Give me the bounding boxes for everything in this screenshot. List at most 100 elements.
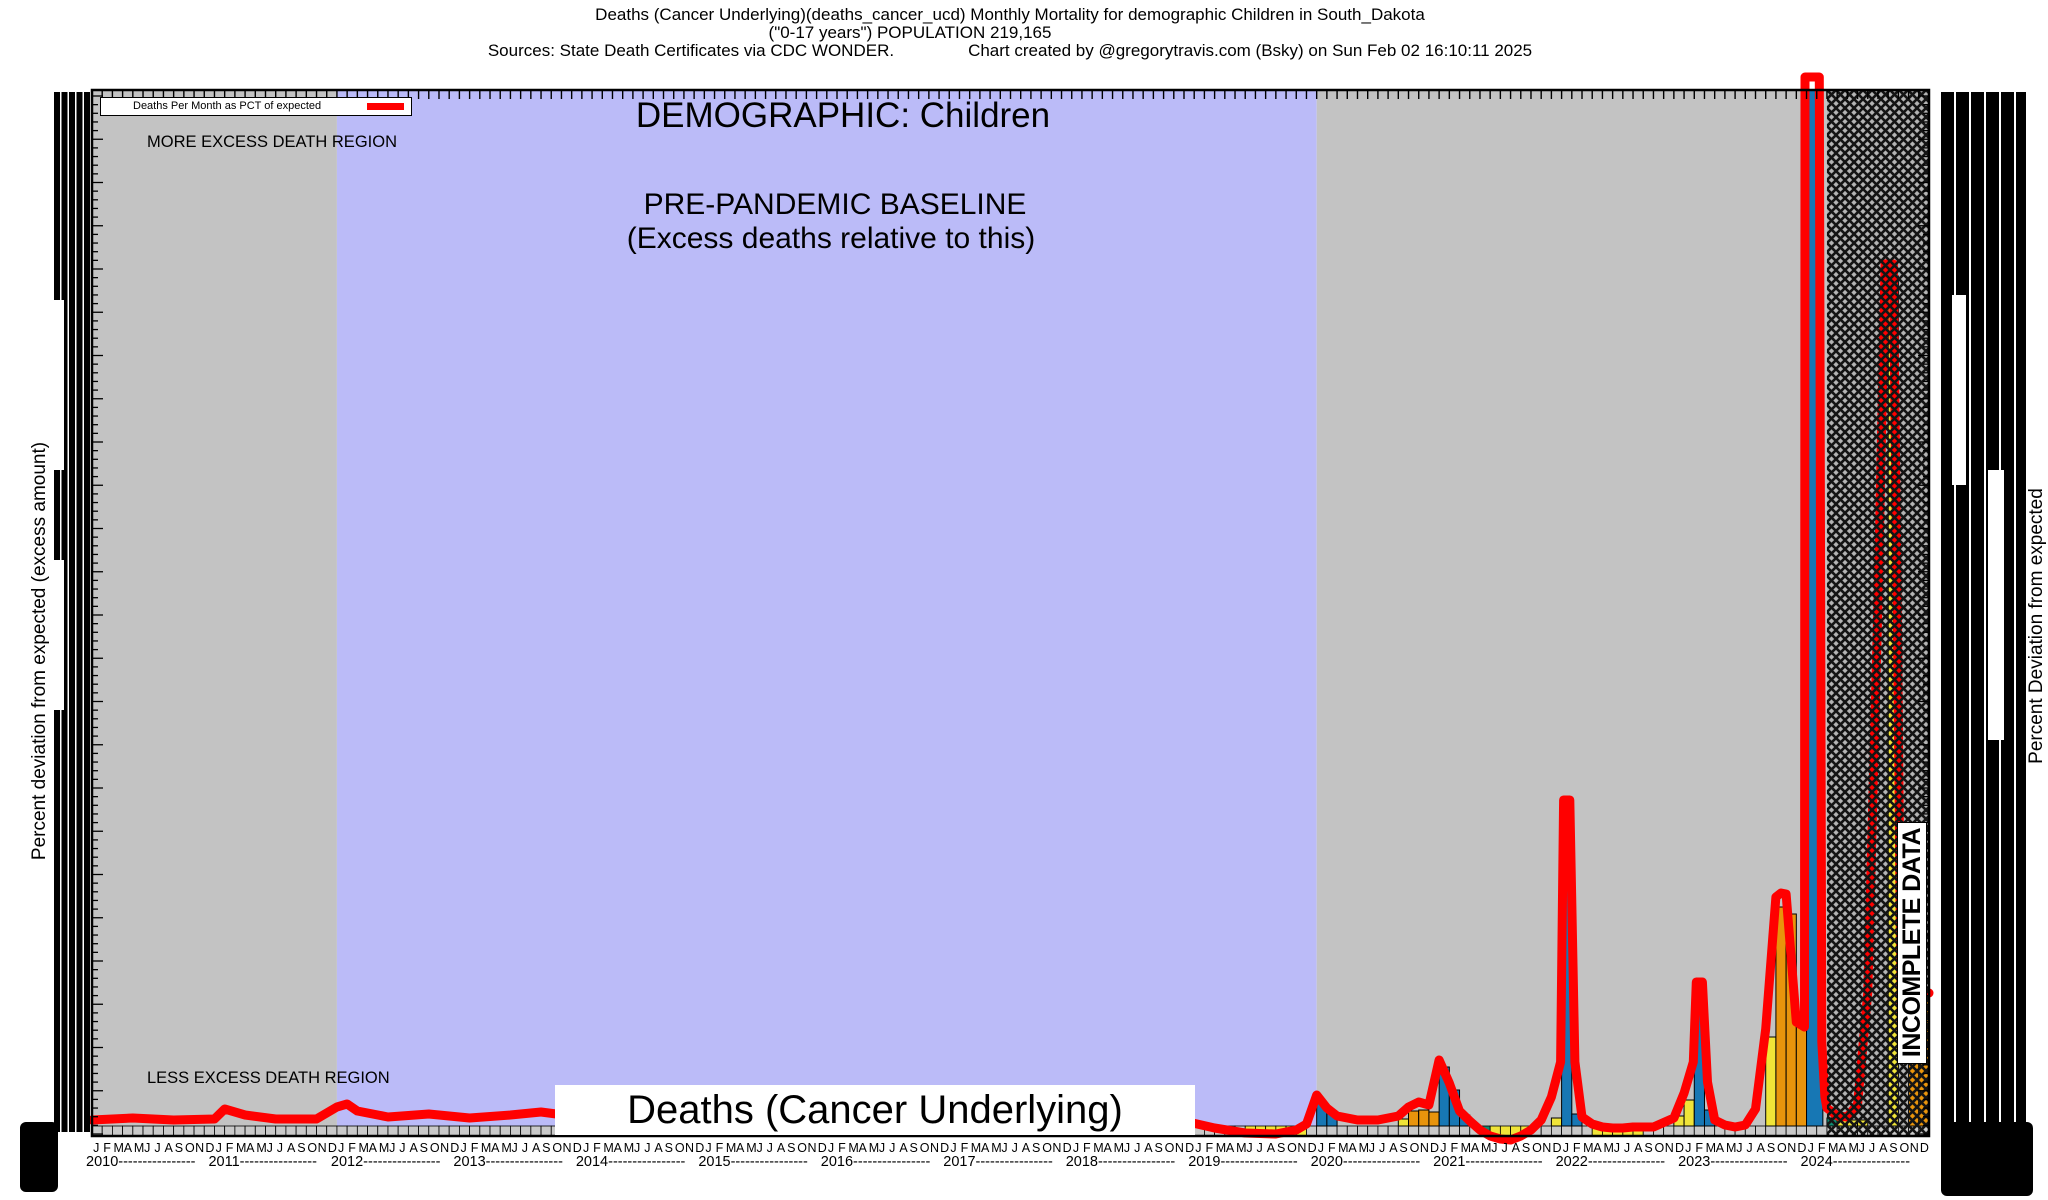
baseline-cell [265,1125,277,1137]
baseline-cell [316,1125,328,1137]
month-letter: D [205,1141,215,1155]
month-letter: N [1052,1141,1062,1155]
baseline-cell [356,1125,368,1137]
month-letter: O [1777,1141,1787,1155]
baseline-cell [1459,1125,1471,1137]
month-letter: J [633,1141,641,1155]
month-letter: F [1817,1141,1826,1155]
month-letter: A [1879,1141,1888,1155]
bar-2023-01 [1683,1099,1695,1127]
month-letter: A [858,1141,867,1155]
year-label: 2012---------------- [330,1154,441,1170]
month-letter: J [338,1141,345,1155]
month-letter: N [1297,1141,1307,1155]
baseline-cell [1806,1125,1818,1137]
month-letter: S [174,1141,184,1155]
month-letter: M [1828,1141,1839,1155]
baseline-cell [1408,1125,1420,1137]
month-letter: D [1307,1141,1317,1155]
month-letter: A [368,1141,377,1155]
bar-2023-10 [1775,906,1787,1127]
month-letter: A [1511,1141,1521,1155]
month-letter: J [276,1141,284,1155]
month-letter: D [1919,1141,1929,1155]
month-letter: N [1664,1141,1674,1155]
baseline-cell [1418,1125,1430,1137]
baseline-cell [1663,1125,1675,1137]
year-label: 2024---------------- [1800,1154,1911,1170]
month-letter: J [1736,1141,1743,1155]
baseline-cell [367,1125,379,1137]
year-label: 2013---------------- [453,1154,563,1170]
month-letter: D [1797,1141,1807,1155]
month-letter: F [1695,1141,1704,1155]
month-letter: D [1430,1141,1440,1155]
month-letter: M [1113,1141,1125,1155]
month-letter: N [685,1141,695,1155]
month-letter: J [1613,1141,1620,1155]
chart-title-block: Deaths (Cancer Underlying)(deaths_cancer… [0,6,2020,60]
month-letter: J [215,1141,222,1155]
bar-2020-11 [1418,1109,1430,1127]
y-tick-label-smudge-left-bottom [20,1122,58,1192]
baseline-cell [193,1125,205,1137]
less-excess-death-region-label: LESS EXCESS DEATH REGION [147,1069,390,1087]
month-letter: N [1787,1141,1797,1155]
month-letter: M [480,1141,492,1155]
month-letter: S [1276,1141,1286,1155]
month-letter: F [960,1141,969,1155]
month-letter: O [797,1141,808,1155]
year-label: 2016---------------- [820,1154,931,1170]
baseline-cell [1377,1125,1389,1137]
month-letter: N [807,1141,817,1155]
month-letter: N [929,1141,939,1155]
baseline-cell [234,1125,246,1137]
baseline-cell [1683,1125,1695,1137]
baseline-cell [1785,1125,1797,1137]
legend: Deaths Per Month as PCT of expected [100,97,412,116]
month-letter: M [1705,1141,1716,1155]
month-letter: J [154,1141,161,1155]
month-letter: M [1460,1141,1472,1155]
baseline-cell [1673,1125,1685,1137]
baseline-cell [1428,1125,1440,1137]
year-label: 2014---------------- [575,1154,686,1170]
month-letter: F [1327,1141,1336,1155]
month-letter: J [1368,1141,1376,1155]
month-letter: A [654,1141,663,1155]
region-pre-pandemic-baseline [336,90,1317,1136]
baseline-cell [1367,1125,1379,1137]
month-letter: A [409,1141,418,1155]
month-letter: J [521,1141,528,1155]
month-letter: M [1215,1141,1227,1155]
month-letter: A [1715,1141,1725,1155]
incomplete-data-label: INCOMPLETE DATA [1897,822,1927,1064]
bar-2023-12 [1795,1022,1808,1127]
baseline-cell [1693,1125,1705,1137]
year-label: 2020---------------- [1310,1154,1421,1170]
x-axis-year-labels: 2010---------------- 2011----------------… [0,1154,2048,1170]
y-tick-label-smudge-right [1941,92,2026,1132]
baseline-cell [173,1125,185,1137]
smudge-gap [1988,470,2004,740]
baseline-cell [1387,1125,1399,1137]
baseline-cell [1795,1125,1807,1137]
month-letter: J [460,1141,467,1155]
month-letter: J [1317,1141,1325,1155]
month-letter: D [450,1141,460,1155]
baseline-cell [479,1125,491,1137]
month-letter: M [970,1141,982,1155]
month-letter: D [1185,1141,1195,1155]
month-letter: F [1083,1141,1091,1155]
month-letter: M [1481,1141,1492,1155]
month-letter: A [246,1141,255,1155]
baseline-cell [1357,1125,1369,1137]
baseline-cell [122,1125,134,1137]
month-letter: J [1858,1141,1865,1155]
baseline-cell [214,1125,226,1137]
month-letter: S [909,1141,918,1155]
month-letter: M [991,1141,1002,1155]
year-label: 2011---------------- [208,1154,317,1170]
month-letter: S [1399,1141,1408,1155]
